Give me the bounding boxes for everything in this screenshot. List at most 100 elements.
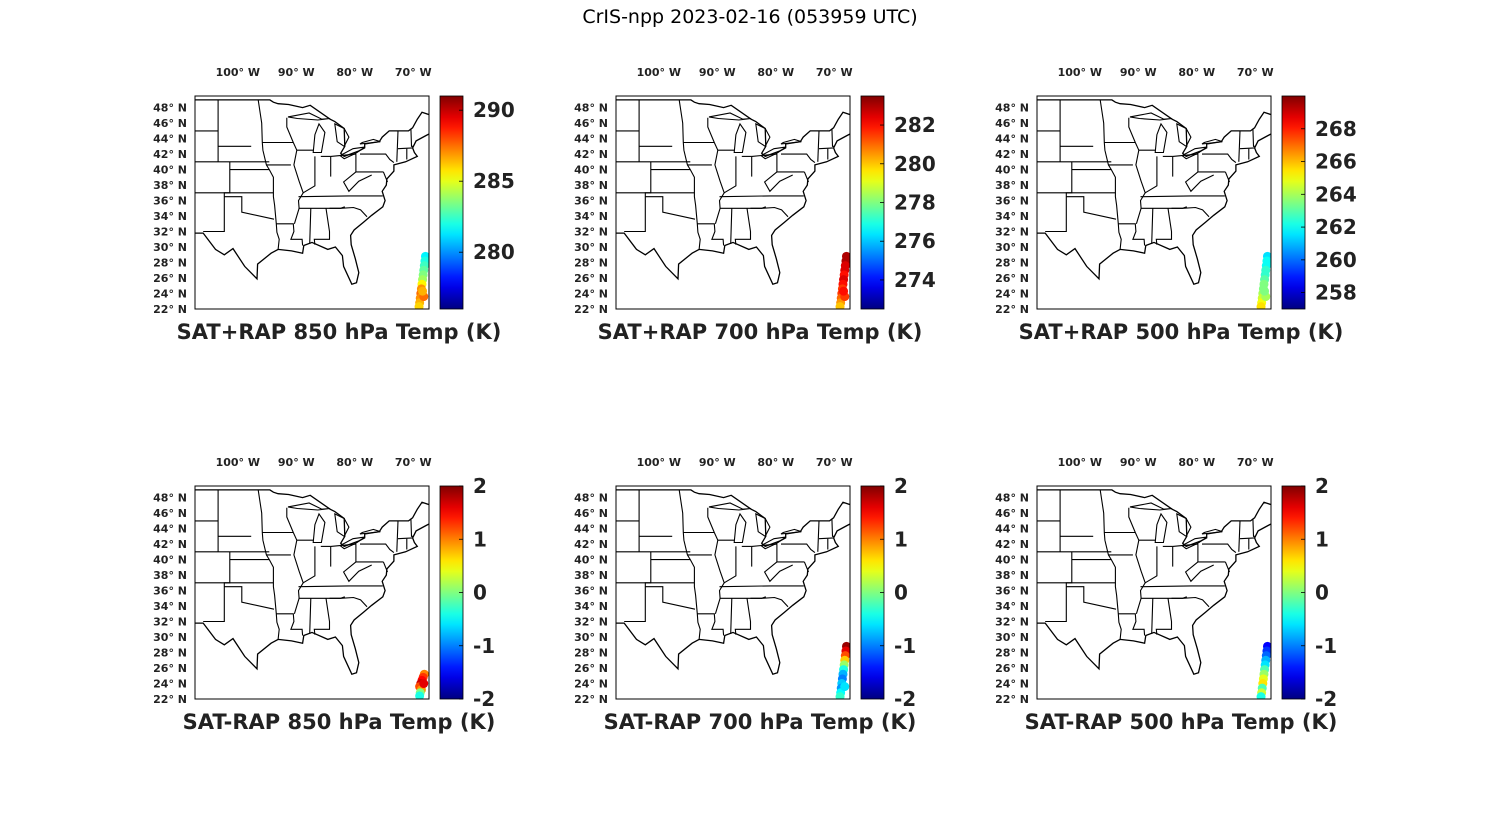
colorbar-tick-label: 0 [894, 581, 908, 605]
map-frame [615, 485, 851, 700]
state-border [1224, 171, 1231, 183]
state-border [329, 596, 345, 599]
colorbar-tick-label: 2 [1315, 474, 1329, 498]
lon-tick-label: 100° W [216, 66, 260, 79]
lat-tick-label: 30° N [995, 241, 1029, 254]
lat-tick-label: 42° N [153, 148, 187, 161]
coastline [1037, 523, 1271, 675]
state-border [818, 147, 834, 150]
great-lake [287, 112, 331, 121]
lat-tick-label: 38° N [574, 179, 608, 192]
panel-title: SAT+RAP 700 hPa Temp (K) [597, 320, 923, 344]
lat-tick-label: 24° N [153, 288, 187, 301]
map-outlines [1037, 489, 1271, 699]
state-border [298, 596, 368, 608]
lon-tick-label: 70° W [1237, 66, 1274, 79]
colorbar-tick-label: 2 [894, 474, 908, 498]
panel-title: SAT+RAP 850 hPa Temp (K) [176, 320, 502, 344]
lat-tick-label: 44° N [153, 523, 187, 536]
lon-tick-label: 80° W [757, 456, 794, 469]
state-border [302, 156, 316, 194]
lat-tick-label: 32° N [574, 616, 608, 629]
lat-tick-label: 48° N [574, 102, 608, 115]
coastline [195, 523, 429, 675]
state-border [803, 561, 810, 573]
lat-tick-label: 46° N [153, 507, 187, 520]
lat-tick-label: 38° N [574, 569, 608, 582]
great-lake [339, 146, 366, 160]
great-lake [760, 536, 787, 550]
lat-tick-label: 22° N [574, 303, 608, 316]
coastline [616, 133, 850, 285]
lat-tick-label: 48° N [995, 102, 1029, 115]
state-border [396, 130, 399, 162]
panel-title: SAT+RAP 500 hPa Temp (K) [1018, 320, 1344, 344]
state-border [397, 147, 413, 150]
lat-tick-label: 34° N [574, 600, 608, 613]
state-border [751, 543, 777, 547]
map-outlines [1037, 99, 1271, 309]
state-border [678, 489, 701, 640]
state-border [1140, 195, 1225, 198]
lat-tick-label: 46° N [574, 117, 608, 130]
great-lake [1129, 112, 1173, 121]
lat-tick-label: 38° N [995, 179, 1029, 192]
lat-tick-label: 48° N [995, 492, 1029, 505]
lat-tick-label: 22° N [153, 303, 187, 316]
colorbar [1281, 95, 1306, 310]
state-border [302, 546, 316, 584]
lat-tick-label: 38° N [153, 179, 187, 192]
lat-tick-label: 26° N [153, 662, 187, 675]
panel-title: SAT-RAP 700 hPa Temp (K) [603, 710, 917, 734]
state-border [1066, 586, 1117, 610]
lon-tick-label: 90° W [278, 66, 315, 79]
lat-tick-label: 26° N [153, 272, 187, 285]
state-border [313, 208, 331, 245]
coastline [195, 133, 429, 285]
colorbar-tick-label: 260 [1315, 248, 1357, 272]
colorbar-tick-label: 0 [1315, 581, 1329, 605]
colorbar-tick-label: 280 [894, 152, 936, 176]
state-border [298, 585, 383, 588]
colorbar-tick-label: -2 [894, 687, 916, 711]
great-lake [733, 512, 747, 544]
great-lake [708, 112, 752, 121]
lat-tick-label: 30° N [574, 631, 608, 644]
map-svg: 100° W 90° W 80° W 70° W 48° N 46° N 44° N 42° … [995, 66, 1357, 316]
state-border [1252, 518, 1256, 537]
lat-tick-label: 30° N [153, 241, 187, 254]
state-border [1118, 613, 1146, 636]
map-svg: 100° W 90° W 80° W 70° W 48° N 46° N 44° N 42° … [574, 456, 916, 711]
great-lake [1181, 146, 1208, 160]
obs-point [415, 691, 425, 699]
state-border [719, 206, 789, 218]
state-border [719, 596, 789, 608]
lat-tick-label: 48° N [153, 102, 187, 115]
colorbar-tick-label: 274 [894, 268, 936, 292]
great-lake [755, 512, 771, 538]
obs-point [419, 679, 429, 689]
map-frame [1036, 95, 1272, 310]
state-border [330, 543, 356, 547]
lat-tick-label: 24° N [995, 678, 1029, 691]
state-border [1151, 598, 1154, 634]
lat-tick-label: 36° N [995, 195, 1029, 208]
great-lake [334, 512, 350, 538]
state-border [1252, 128, 1256, 147]
lat-tick-label: 24° N [153, 678, 187, 691]
lat-tick-label: 46° N [153, 117, 187, 130]
lon-tick-label: 90° W [1120, 66, 1157, 79]
great-lake [1181, 536, 1208, 550]
lat-tick-label: 28° N [995, 257, 1029, 270]
state-border [224, 586, 275, 610]
state-border [734, 598, 752, 635]
lon-tick-label: 70° W [1237, 456, 1274, 469]
map-frame [194, 95, 430, 310]
colorbar-tick-label: 278 [894, 191, 936, 215]
lat-tick-label: 34° N [574, 210, 608, 223]
map-frame [1036, 485, 1272, 700]
lat-tick-label: 32° N [574, 226, 608, 239]
state-border [410, 128, 414, 147]
map-outlines [616, 489, 850, 699]
lat-tick-label: 28° N [153, 647, 187, 660]
